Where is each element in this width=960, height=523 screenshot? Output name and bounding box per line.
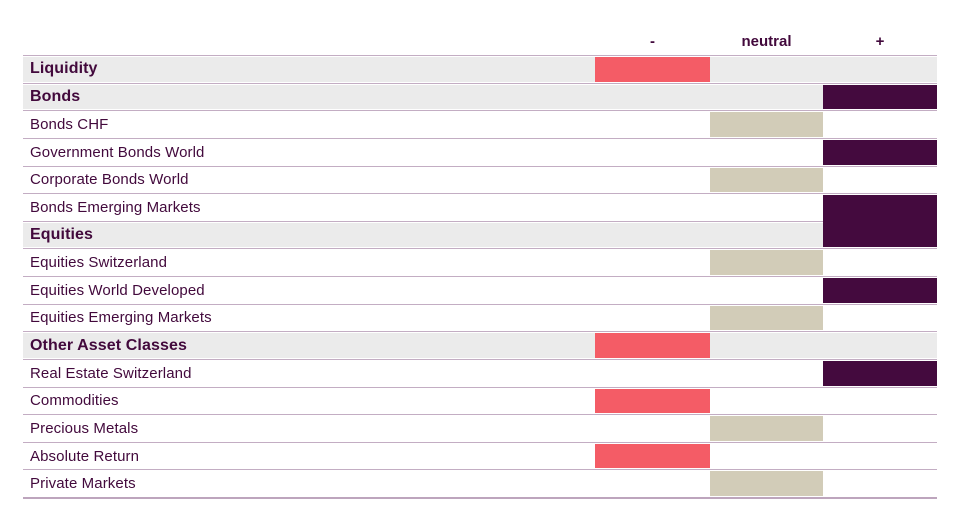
table-row: Bonds Emerging Markets	[23, 193, 937, 222]
position-bar-neutral	[710, 471, 823, 496]
row-label: Equities World Developed	[30, 281, 205, 299]
column-header-plus: +	[875, 33, 885, 50]
row-label: Bonds CHF	[30, 116, 109, 134]
allocation-table: Liquidity Bonds Bonds CHF Government Bonds …	[23, 55, 937, 499]
position-bar-plus	[823, 84, 937, 110]
position-bar-minus	[595, 388, 710, 414]
position-bar-neutral	[710, 167, 823, 193]
category-row-background	[23, 57, 937, 82]
row-label: Equities Emerging Markets	[30, 309, 212, 327]
table-row: Precious Metals	[23, 414, 937, 442]
table-row: Bonds	[23, 82, 937, 111]
row-label: Corporate Bonds World	[30, 171, 189, 189]
table-row: Other Asset Classes	[23, 331, 937, 359]
position-bar-minus	[595, 443, 710, 469]
table-row: Commodities	[23, 386, 937, 415]
row-label: Absolute Return	[30, 447, 140, 465]
table-row: Corporate Bonds World	[23, 165, 937, 194]
position-bar-plus	[823, 220, 937, 248]
position-bar-plus	[823, 139, 937, 165]
column-headers: - neutral +	[23, 30, 937, 54]
row-label: Bonds Emerging Markets	[30, 198, 201, 216]
table-row: Real Estate Switzerland	[23, 358, 937, 387]
table-row: Equities Emerging Markets	[23, 303, 937, 332]
column-header-minus: -	[650, 33, 655, 50]
table-row: Liquidity	[23, 55, 937, 83]
row-label: Liquidity	[30, 60, 98, 78]
position-bar-plus	[823, 278, 937, 303]
category-row-background	[23, 84, 937, 110]
row-label: Commodities	[30, 392, 119, 410]
table-row: Equities World Developed	[23, 276, 937, 304]
position-bar-plus	[823, 360, 937, 386]
position-bar-plus	[823, 195, 937, 222]
position-bar-neutral	[710, 250, 823, 275]
position-bar-neutral	[710, 112, 823, 137]
row-label: Equities Switzerland	[30, 254, 168, 272]
position-bar-minus	[595, 333, 710, 358]
row-label: Equities	[30, 226, 94, 244]
table-row: Equities	[23, 220, 937, 249]
table-row: Bonds CHF	[23, 110, 937, 138]
position-bar-minus	[595, 57, 710, 82]
row-label: Real Estate Switzerland	[30, 364, 192, 382]
row-label: Government Bonds World	[30, 143, 205, 161]
row-label: Precious Metals	[30, 419, 139, 437]
column-header-neutral: neutral	[741, 33, 792, 50]
category-row-background	[23, 222, 937, 248]
category-row-background	[23, 333, 937, 358]
row-label: Other Asset Classes	[30, 336, 187, 354]
row-label: Private Markets	[30, 475, 136, 493]
table-row: Private Markets	[23, 469, 937, 497]
position-bar-neutral	[710, 416, 823, 441]
position-bar-neutral	[710, 305, 823, 331]
table-row: Equities Switzerland	[23, 248, 937, 276]
table-row: Government Bonds World	[23, 137, 937, 166]
table-row: Absolute Return	[23, 441, 937, 470]
row-label: Bonds	[30, 87, 81, 105]
